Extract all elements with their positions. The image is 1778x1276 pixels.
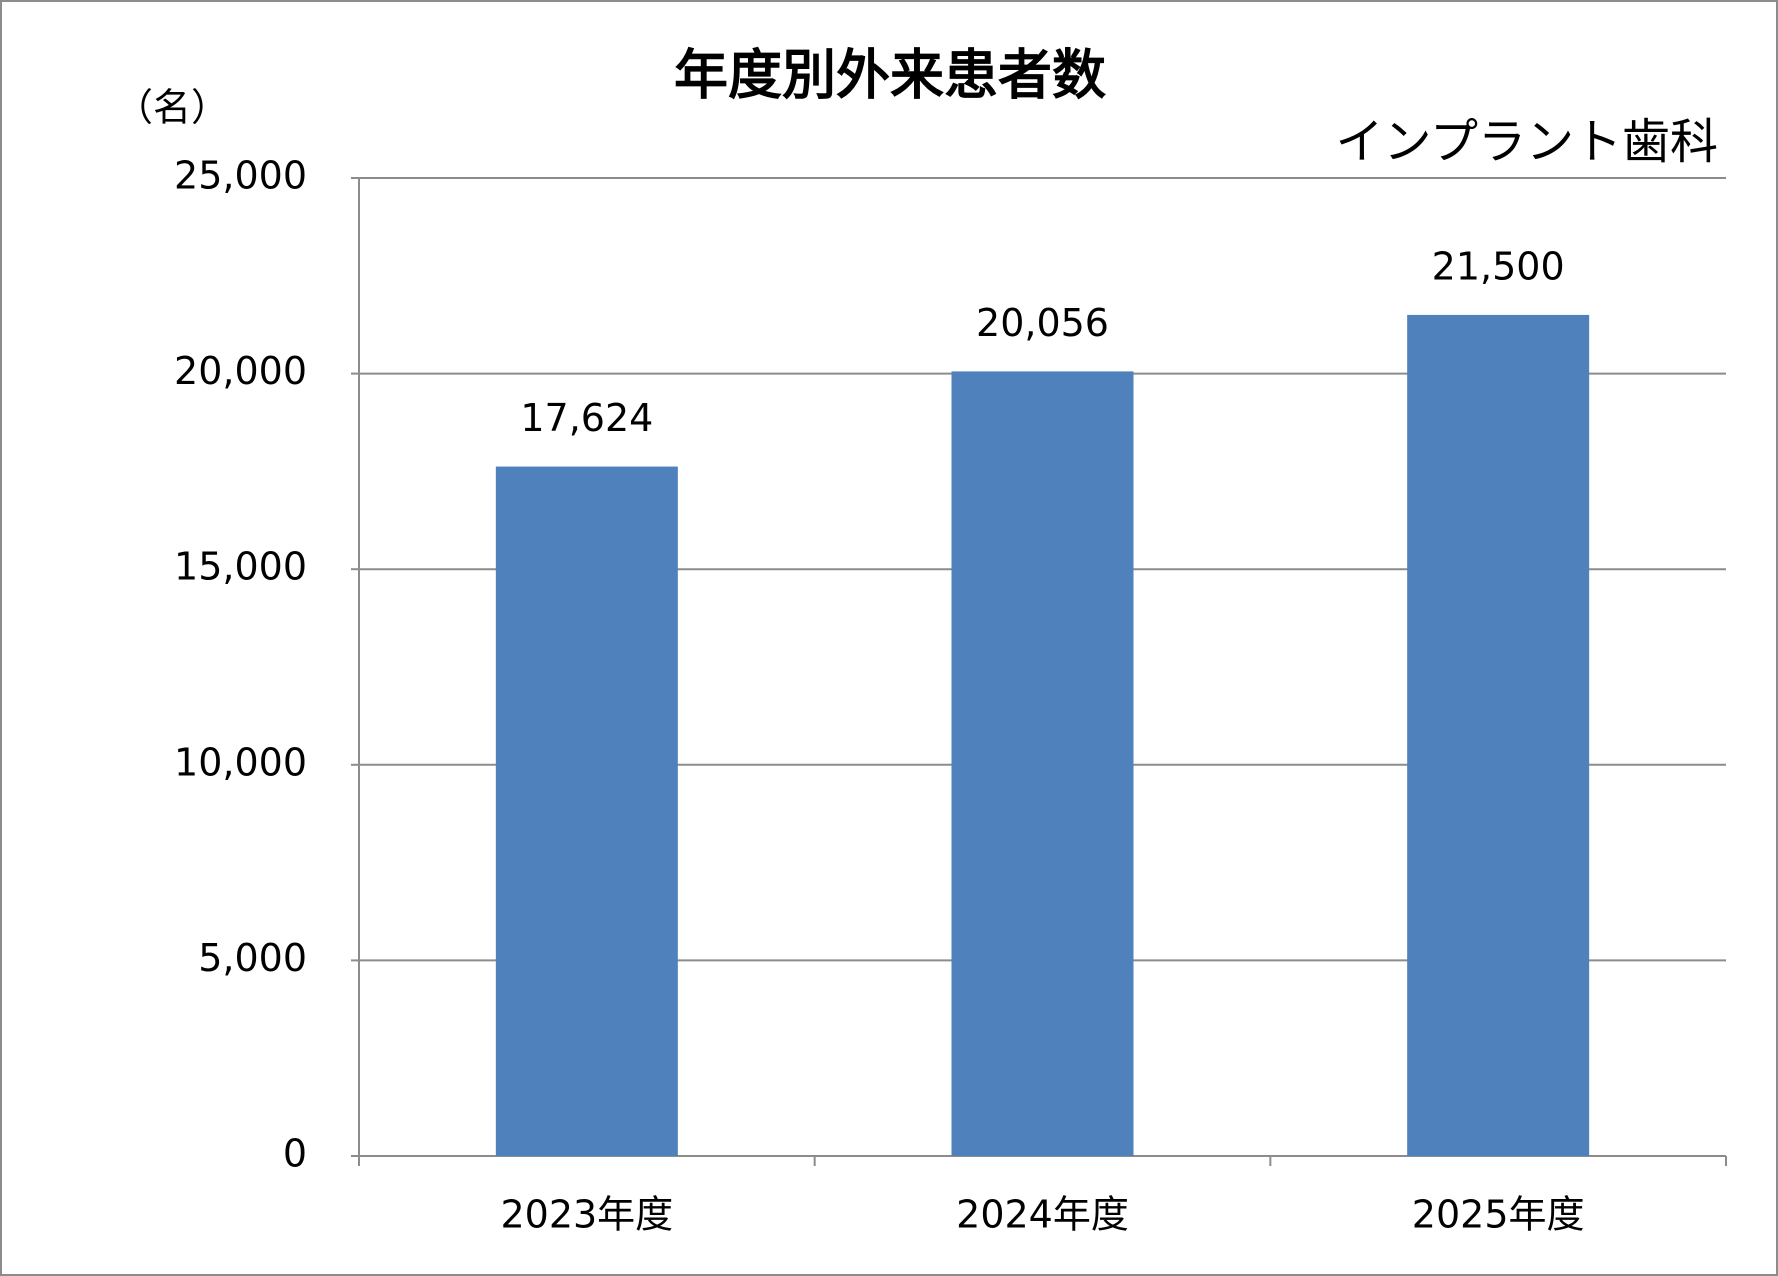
bar — [951, 371, 1134, 1156]
y-tick-label: 5,000 — [198, 936, 307, 980]
x-tick-label: 2025年度 — [1412, 1193, 1585, 1237]
bar — [1407, 314, 1590, 1156]
y-tick-label: 20,000 — [174, 349, 307, 393]
y-tick-label: 25,000 — [174, 154, 307, 198]
value-label: 20,056 — [976, 301, 1109, 345]
x-tick-label: 2024年度 — [956, 1193, 1129, 1237]
y-axis-unit: （名） — [115, 86, 229, 130]
bar — [495, 466, 678, 1156]
value-label: 21,500 — [1432, 244, 1565, 288]
chart-title: 年度別外来患者数 — [674, 44, 1106, 107]
x-tick-label: 2023年度 — [500, 1193, 673, 1237]
y-tick-label: 10,000 — [174, 740, 307, 784]
y-tick-label: 15,000 — [174, 545, 307, 589]
value-label: 17,624 — [520, 396, 653, 440]
chart-subtitle: インプラント歯科 — [1335, 114, 1718, 170]
y-tick-label: 0 — [283, 1132, 307, 1176]
